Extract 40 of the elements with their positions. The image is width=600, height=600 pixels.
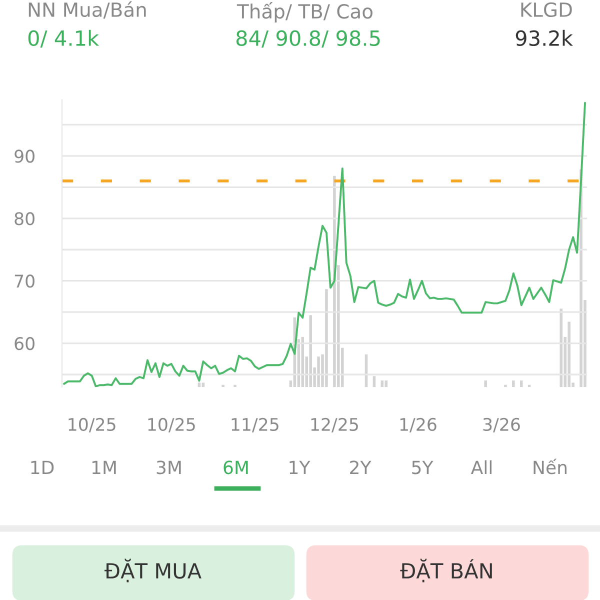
text: 5Y — [412, 460, 434, 474]
y-tick-label: 90 — [14, 150, 34, 163]
text: 84/ 90.8/ 98.5 — [236, 30, 380, 48]
text: KLGD — [521, 2, 572, 18]
text: 6M — [224, 460, 248, 474]
y-tick-label: 60 — [14, 337, 34, 350]
text: 1D — [31, 460, 54, 474]
text: All — [470, 460, 492, 474]
bar — [520, 380, 523, 387]
text: NN Mua/Bán — [28, 1, 146, 19]
bar — [512, 380, 515, 387]
bar — [325, 289, 328, 387]
bar — [333, 176, 336, 387]
bar — [309, 315, 312, 387]
x-tick-label: 12/25 — [311, 418, 358, 432]
x-tick-label: 11/25 — [232, 418, 278, 432]
text: ĐẶT MUA — [104, 558, 202, 582]
text: 93.2k — [516, 30, 573, 46]
bar — [568, 322, 570, 387]
bar — [317, 356, 320, 387]
text: Thấp/ TB/ Cao — [236, 2, 372, 22]
text: 1Y — [290, 460, 310, 474]
line-series — [63, 102, 586, 387]
text: 1M — [92, 460, 116, 474]
text: 3M — [156, 460, 181, 474]
x-tick-label: 10/25 — [68, 418, 116, 432]
text: ĐẶT BÁN — [400, 558, 492, 582]
y-tick-label: 80 — [14, 212, 34, 226]
bar — [372, 376, 376, 387]
x-tick-label: 10/25 — [148, 418, 195, 432]
bar — [202, 382, 205, 387]
x-tick-label: 3/26 — [483, 418, 520, 432]
text: 2Y — [350, 460, 372, 474]
bar — [484, 380, 487, 387]
bar — [198, 382, 201, 387]
text: 0/ 4.1k — [28, 30, 100, 48]
x-tick-label: 1/26 — [400, 418, 436, 432]
text: Nến — [534, 458, 566, 474]
y-tick-label: 70 — [14, 274, 34, 288]
bar — [301, 336, 304, 387]
